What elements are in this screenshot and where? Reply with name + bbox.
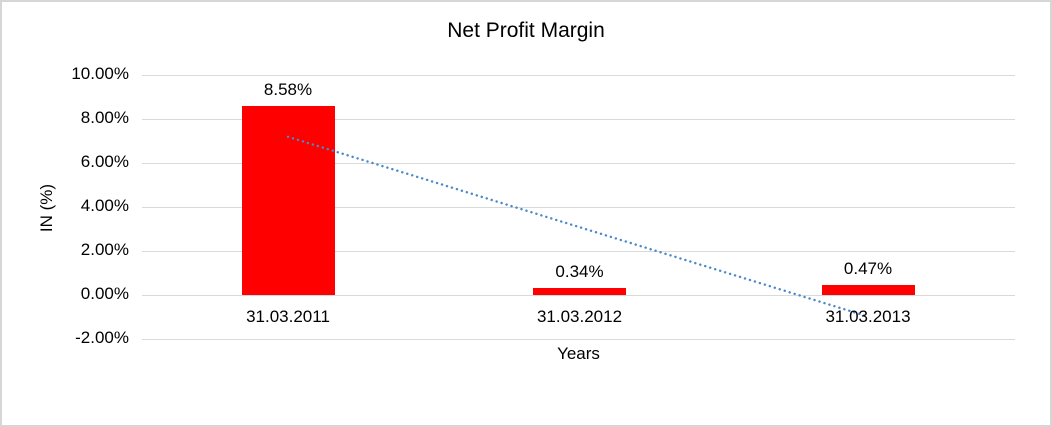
y-tick-label: -2.00% bbox=[75, 328, 129, 347]
chart-title: Net Profit Margin bbox=[447, 19, 605, 42]
x-tick-label: 31.03.2012 bbox=[536, 307, 623, 326]
y-tick-label: 2.00% bbox=[80, 240, 129, 259]
x-tick-label: 31.03.2011 bbox=[246, 307, 330, 326]
bar bbox=[533, 287, 626, 295]
y-tick-label: 8.00% bbox=[80, 108, 129, 127]
y-tick-label: 4.00% bbox=[80, 196, 129, 215]
gridline bbox=[142, 119, 1015, 120]
y-tick-label: 6.00% bbox=[80, 152, 129, 171]
gridline bbox=[142, 339, 1015, 340]
x-axis-title: Years bbox=[557, 344, 600, 363]
bar bbox=[241, 106, 335, 295]
y-tick-label: 0.00% bbox=[80, 284, 129, 303]
data-label: 0.34% bbox=[555, 261, 604, 281]
gridline bbox=[142, 75, 1015, 76]
y-tick-label: 10.00% bbox=[71, 64, 129, 83]
bar bbox=[821, 284, 915, 295]
gridline bbox=[142, 295, 1015, 296]
x-tick-label: 31.03.2013 bbox=[825, 307, 911, 326]
data-label: 0.47% bbox=[843, 258, 893, 278]
data-label: 8.58% bbox=[263, 80, 313, 100]
